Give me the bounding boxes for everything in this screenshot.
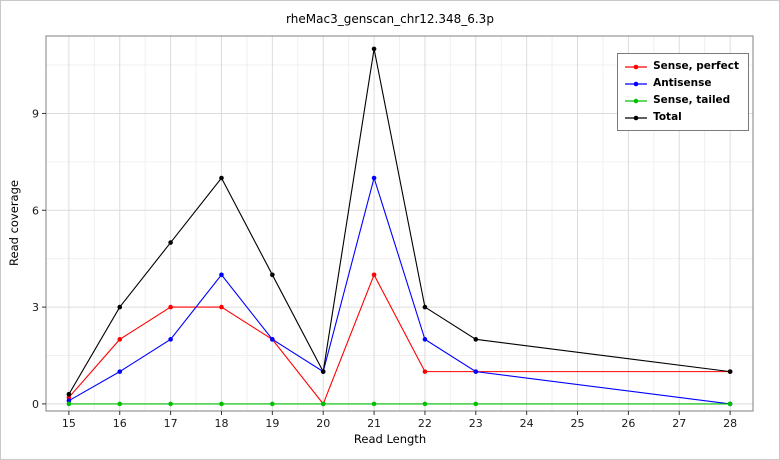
data-point-series-3 <box>473 337 479 342</box>
data-point-series-3 <box>117 304 123 310</box>
x-axis-label: Read Length <box>353 432 427 446</box>
y-axis-label: Read coverage <box>7 180 21 266</box>
legend-label: Sense, tailed <box>653 94 731 106</box>
data-point-series-0 <box>168 304 173 310</box>
data-point-series-3 <box>66 391 72 397</box>
data-point-series-3 <box>219 175 224 181</box>
panel-border <box>45 35 754 412</box>
x-tick-label: 23 <box>469 417 483 430</box>
data-point-series-3 <box>320 369 326 374</box>
x-tick-label: 16 <box>113 417 127 430</box>
data-point-series-3 <box>371 46 377 52</box>
data-point-series-1 <box>473 369 479 374</box>
series-line-3 <box>68 48 731 395</box>
legend-entry-0: Sense, perfect <box>625 60 739 73</box>
data-point-series-2 <box>727 401 733 407</box>
x-tick-label: 26 <box>621 417 635 430</box>
legend-entry-2: Sense, tailed <box>625 94 739 107</box>
legend-key-icon <box>625 98 648 103</box>
data-point-series-3 <box>270 272 275 278</box>
data-point-series-0 <box>422 369 428 374</box>
data-point-series-3 <box>422 304 428 310</box>
data-point-series-0 <box>66 395 72 400</box>
legend-label: Total <box>653 111 682 123</box>
series-line-1 <box>68 176 731 405</box>
data-point-series-2 <box>117 401 123 407</box>
y-tick-label: 9 <box>32 107 39 120</box>
x-tick-label: 21 <box>367 417 381 430</box>
x-tick-label: 20 <box>316 417 330 430</box>
y-tick-label: 3 <box>32 301 39 314</box>
data-point-series-2 <box>320 401 326 407</box>
data-point-series-1 <box>66 398 72 403</box>
data-point-series-3 <box>727 369 733 374</box>
x-tick-label: 27 <box>672 417 686 430</box>
legend: Sense, perfect Antisense Sense, tailed Tota… <box>617 53 749 131</box>
data-point-series-1 <box>422 337 428 342</box>
legend-label: Sense, perfect <box>653 60 739 72</box>
series-line-0 <box>68 273 731 405</box>
x-tick-label: 25 <box>571 417 585 430</box>
x-tick-label: 19 <box>265 417 279 430</box>
data-point-series-2 <box>371 401 377 407</box>
legend-label: Antisense <box>653 77 712 89</box>
data-point-series-2 <box>422 401 428 407</box>
x-tick-label: 28 <box>723 417 737 430</box>
data-point-series-3 <box>168 240 173 245</box>
data-point-series-1 <box>168 337 173 342</box>
y-tick-label: 6 <box>32 204 39 217</box>
y-tick-label: 0 <box>32 398 39 411</box>
data-point-series-0 <box>371 272 377 278</box>
legend-entry-3: Total <box>625 111 739 124</box>
data-point-series-1 <box>270 337 275 342</box>
x-tick-label: 17 <box>164 417 178 430</box>
legend-key-icon <box>625 115 648 120</box>
data-point-series-1 <box>117 369 123 374</box>
data-point-series-2 <box>66 401 72 407</box>
data-point-series-2 <box>219 401 224 407</box>
legend-key-icon <box>625 81 648 86</box>
data-point-series-0 <box>219 304 224 310</box>
chart-title: rheMac3_genscan_chr12.348_6.3p <box>286 12 494 26</box>
data-point-series-2 <box>270 401 275 407</box>
data-point-series-0 <box>117 337 123 342</box>
legend-entry-1: Antisense <box>625 77 739 90</box>
x-tick-label: 22 <box>418 417 432 430</box>
x-tick-label: 18 <box>214 417 228 430</box>
legend-key-icon <box>625 64 648 69</box>
data-point-series-1 <box>371 175 377 181</box>
x-tick-label: 15 <box>62 417 76 430</box>
data-point-series-2 <box>473 401 479 407</box>
x-tick-label: 24 <box>520 417 534 430</box>
data-point-series-1 <box>219 272 224 278</box>
data-point-series-2 <box>168 401 173 407</box>
